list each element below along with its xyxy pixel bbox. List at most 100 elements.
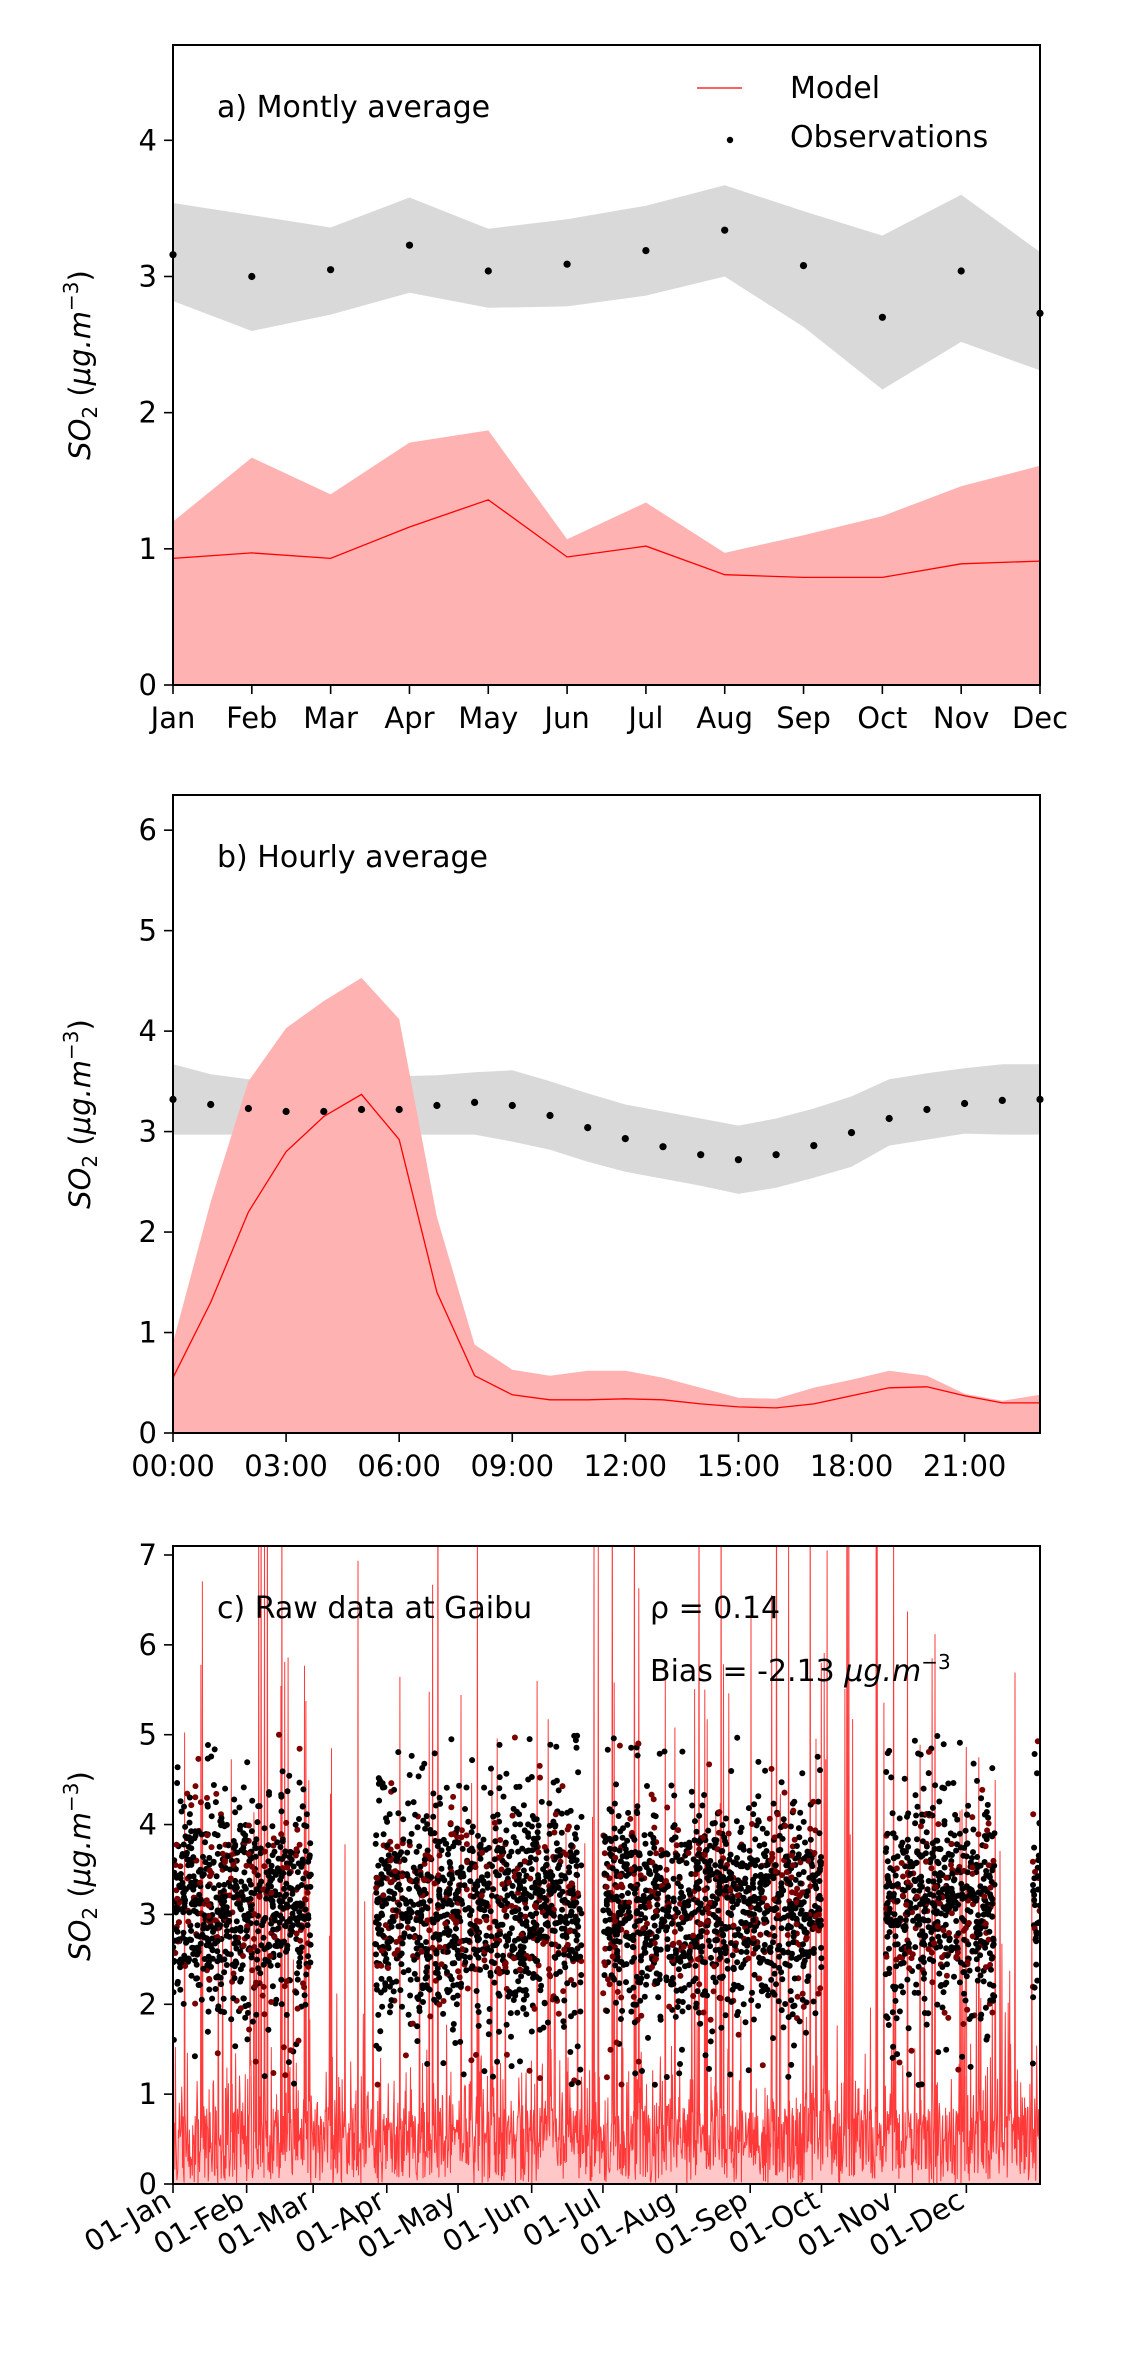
panel-c-observation-point: [537, 1774, 543, 1781]
panel-c-observation-point: [231, 1796, 238, 1803]
panel-c-observation-point: [238, 1975, 245, 1982]
panel-c-observation-point: [532, 1856, 539, 1863]
panel-c-observation-point: [771, 1962, 777, 1969]
panel-c-observation-point: [559, 1897, 566, 1904]
panel-c-observation-point: [528, 1866, 535, 1873]
panel-c-observation-point: [693, 1828, 700, 1835]
panel-c-observation-point: [735, 2031, 742, 2038]
panel-c-observation-point: [983, 1868, 990, 1874]
panel-c-observation-point: [685, 1850, 692, 1856]
panel-c-observation-point: [222, 1785, 229, 1792]
panel-c-observation-point: [507, 2010, 514, 2017]
panel-b-observation-point: [395, 1105, 403, 1114]
panel-c-observation-point: [975, 1831, 982, 1838]
bias-label: Bias = -2.13 μg.m−3: [650, 1650, 951, 1689]
panel-c-observation-point: [737, 1880, 744, 1887]
panel-c-observation-point: [776, 1832, 783, 1839]
panel-c-observation-point: [677, 1925, 684, 1932]
panel-c-observation-point: [494, 2058, 501, 2065]
panel-c-observation-point: [201, 1956, 208, 1962]
panel-c-observation-point: [806, 1874, 813, 1881]
panel-c-observation-point: [801, 1957, 808, 1964]
panel-c-observation-point: [885, 2022, 892, 2028]
panel-c-observation-point: [908, 2047, 915, 2054]
panel-c-observation-point: [886, 1879, 892, 1886]
panel-c-observation-point: [673, 1987, 680, 1994]
panel-c-observation-point: [573, 1857, 580, 1864]
panel-c-observation-point: [458, 1827, 465, 1834]
panel-c-observation-point: [1031, 1844, 1038, 1851]
panel-c-observation-point: [263, 1869, 270, 1876]
panel-c-observation-point: [180, 1841, 187, 1848]
panel-c-observation-point: [943, 1874, 950, 1881]
panel-c-observation-point: [901, 1775, 908, 1782]
panel-c-observation-point: [738, 1948, 745, 1955]
panel-c-observation-point: [658, 1923, 665, 1930]
panel-c-observation-point: [481, 1880, 488, 1887]
panel-c-observation-point: [218, 1981, 225, 1988]
panel-c-observation-point: [260, 1918, 267, 1925]
panel-c-observation-point: [406, 1933, 413, 1940]
panel-c-observation-point: [520, 1878, 527, 1884]
panel-c-observation-point: [675, 1909, 681, 1916]
panel-c-observation-point: [500, 1952, 506, 1959]
panel-c-observation-point: [573, 1899, 580, 1906]
panel-c-observation-point: [421, 1877, 428, 1884]
panel-c-observation-point: [279, 1838, 286, 1845]
panel-c-observation-point: [603, 1884, 610, 1890]
panel-c-observation-point: [178, 1959, 185, 1966]
panel-c-observation-point: [943, 2046, 950, 2053]
panel-b-observation-point: [244, 1104, 252, 1113]
panel-c-observation-point: [508, 1903, 515, 1909]
panel-c-observation-point: [284, 1864, 291, 1871]
panel-c-observation-point: [933, 1944, 940, 1951]
panel-c-observation-point: [904, 1909, 911, 1916]
panel-c-observation-point: [563, 1913, 570, 1920]
panel-c-observation-point: [385, 1852, 392, 1859]
panel-c-observation-point: [722, 2012, 729, 2019]
panel-c-observation-point: [464, 1985, 471, 1992]
panel-c-observation-point: [759, 1825, 766, 1832]
panel-c-observation-point: [438, 1847, 445, 1854]
panel-c-observation-point: [527, 1854, 534, 1861]
panel-c-observation-point: [643, 1973, 650, 1980]
panel-c-observation-point: [931, 1940, 937, 1947]
panel-c-observation-point: [634, 1918, 641, 1925]
panel-c-observation-point: [568, 1842, 575, 1849]
panel-c-observation-point: [815, 1895, 822, 1902]
panel-c-observation-point: [404, 1849, 411, 1856]
panel-c-observation-point: [276, 1891, 283, 1898]
panel-c-observation-point: [260, 1961, 267, 1968]
panel-c-observation-point: [232, 1809, 239, 1816]
panel-c-observation-point: [919, 1818, 926, 1825]
panel-c-observation-point: [477, 1966, 484, 1973]
panel-c-observation-point: [558, 1925, 565, 1932]
panel-c-observation-point: [568, 1858, 575, 1865]
panel-c-observation-point: [958, 1915, 965, 1921]
panel-c-observation-point: [182, 1833, 189, 1840]
panel-c-observation-point: [195, 1828, 202, 1835]
panel-c-observation-point: [498, 1902, 505, 1909]
panel-c-observation-point: [230, 1861, 237, 1868]
panel-c-observation-point: [503, 1861, 510, 1868]
panel-c-observation-point: [188, 1937, 195, 1943]
panel-c-observation-point: [720, 1939, 727, 1945]
panel-c-observation-point: [905, 1843, 912, 1850]
panel-c-observation-point: [705, 1937, 712, 1944]
panel-c-observation-point: [893, 1917, 900, 1924]
panel-c-observation-point: [574, 1824, 580, 1831]
panel-b-xtick-label: 00:00: [131, 1449, 215, 1483]
panel-c-observation-point: [209, 1947, 216, 1954]
panel-c-observation-point: [816, 1830, 823, 1837]
panel-c-observation-point: [698, 1948, 705, 1955]
panel-c-observation-point: [796, 2018, 803, 2025]
panel-c-observation-point: [625, 1908, 632, 1915]
panel-c-observation-point: [504, 1868, 511, 1874]
panel-c-observation-point: [415, 1773, 422, 1780]
panel-c-observation-point: [424, 2060, 431, 2067]
panel-c-observation-point: [433, 1911, 440, 1918]
panel-c-observation-point: [982, 1920, 989, 1927]
panel-c-observation-point: [668, 1953, 675, 1960]
panel-c-ylabel: SO2 (μg.m−3): [59, 1771, 102, 1961]
panel-c-observation-point: [294, 2005, 301, 2012]
